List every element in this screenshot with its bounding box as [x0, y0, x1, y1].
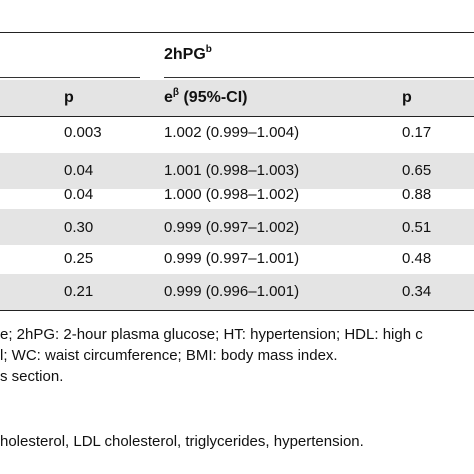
cell-p-right: 0.48 — [402, 250, 432, 267]
cell-p-left: 0.25 — [64, 250, 94, 267]
group-rule-left — [0, 77, 140, 78]
group-header-2hpg: 2hPGb — [164, 43, 212, 64]
cell-eb: 1.002 (0.999–1.004) — [164, 124, 300, 141]
footnote-line: holesterol, LDL cholesterol, triglycerid… — [0, 433, 364, 450]
group-header-label: 2hPG — [164, 46, 206, 63]
cell-p-right: 0.51 — [402, 219, 432, 236]
cell-eb: 0.999 (0.996–1.001) — [164, 283, 300, 300]
column-header-eb: eβ (95%-CI) — [164, 86, 248, 106]
cell-eb: 0.999 (0.997–1.002) — [164, 219, 300, 236]
cell-p-left: 0.04 — [64, 162, 94, 179]
cell-p-left: 0.04 — [64, 186, 94, 203]
column-header-p-left: p — [64, 89, 74, 106]
group-rule-right — [164, 77, 474, 78]
cell-eb: 0.999 (0.997–1.001) — [164, 250, 300, 267]
cell-p-left: 0.30 — [64, 219, 94, 236]
table-top-rule — [0, 32, 474, 33]
cell-p-left: 0.21 — [64, 283, 94, 300]
cell-eb: 1.000 (0.998–1.002) — [164, 186, 300, 203]
group-header-sup: b — [205, 43, 212, 55]
cell-p-right: 0.65 — [402, 162, 432, 179]
footnote-line: s section. — [0, 368, 64, 385]
column-header-p-right: p — [402, 89, 412, 106]
cell-p-right: 0.88 — [402, 186, 432, 203]
footnote-line: l; WC: waist circumference; BMI: body ma… — [0, 347, 338, 364]
cell-p-right: 0.17 — [402, 124, 432, 141]
table-bottom-rule — [0, 310, 474, 311]
cell-p-left: 0.003 — [64, 124, 102, 141]
column-header-row — [0, 80, 474, 116]
header-bottom-rule — [0, 116, 474, 117]
cell-eb: 1.001 (0.998–1.003) — [164, 162, 300, 179]
cell-p-right: 0.34 — [402, 283, 432, 300]
footnote-line: e; 2hPG: 2-hour plasma glucose; HT: hype… — [0, 326, 423, 343]
